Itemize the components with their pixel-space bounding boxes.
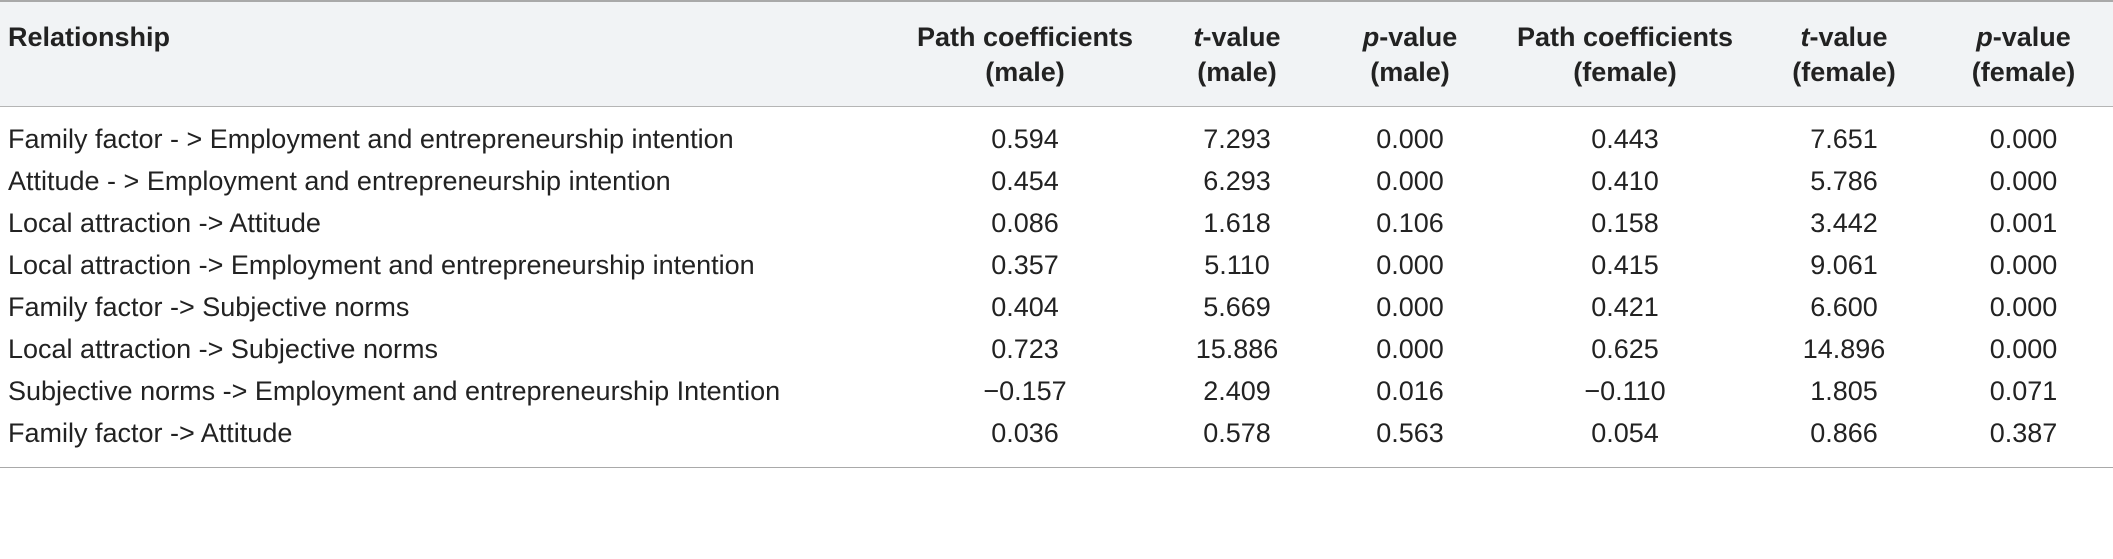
- header-path-coefficients-female: Path coefficients (female): [1496, 0, 1754, 107]
- header-relationship: Relationship: [0, 0, 900, 107]
- cell-p-male: 0.563: [1324, 409, 1496, 468]
- header-t-value-male: t-value (male): [1150, 0, 1324, 107]
- cell-path-male: 0.036: [900, 409, 1150, 468]
- cell-t-female: 6.600: [1810, 292, 1878, 322]
- cell-relationship: Family factor -> Attitude: [0, 409, 900, 468]
- cell-path-male: 0.594: [991, 124, 1059, 154]
- table-row: Family factor -> Attitude 0.036 0.578 0.…: [0, 409, 2113, 468]
- cell-p-male: 0.000: [1376, 124, 1444, 154]
- cell-t-female: 9.061: [1810, 250, 1878, 280]
- cell-p-female: 0.000: [1989, 166, 2058, 196]
- cell-path-female: 0.415: [1591, 250, 1659, 280]
- header-row: Relationship Path coefficients (male) t-…: [0, 0, 2113, 107]
- cell-t-male: 6.293: [1203, 166, 1271, 196]
- header-path-coefficients-male: Path coefficients (male): [900, 0, 1150, 107]
- header-t-value-female: t-value (female): [1754, 0, 1934, 107]
- cell-path-female: 0.443: [1591, 124, 1659, 154]
- cell-t-female: 5.786: [1810, 166, 1878, 196]
- cell-t-male: 5.110: [1204, 250, 1270, 280]
- cell-path-female: 0.421: [1591, 292, 1659, 322]
- cell-p-male: 0.000: [1376, 334, 1444, 364]
- cell-path-female: 0.054: [1496, 409, 1754, 468]
- cell-p-female: 0.387: [1934, 409, 2113, 468]
- table-row: Local attraction -> Attitude 0.086 1.618…: [0, 199, 2113, 241]
- cell-p-female: 0.000: [1989, 250, 2058, 280]
- cell-path-female: 0.158: [1591, 208, 1659, 238]
- cell-path-female: 0.625: [1591, 334, 1659, 364]
- header-p-value-female: p-value (female): [1934, 0, 2113, 107]
- cell-path-male: 0.723: [991, 334, 1059, 364]
- table-row: Local attraction -> Employment and entre…: [0, 241, 2113, 283]
- table-row: Attitude - > Employment and entrepreneur…: [0, 157, 2113, 199]
- cell-p-male: 0.106: [1376, 208, 1444, 238]
- table-row: Local attraction -> Subjective norms 0.7…: [0, 325, 2113, 367]
- cell-relationship: Local attraction -> Subjective norms: [8, 334, 438, 364]
- cell-p-female: 0.001: [1989, 208, 2058, 238]
- cell-relationship: Attitude - > Employment and entrepreneur…: [8, 166, 671, 196]
- cell-p-female: 0.000: [1989, 124, 2058, 154]
- cell-path-female: −0.110: [1584, 376, 1666, 406]
- cell-t-male: 5.669: [1203, 292, 1271, 322]
- path-coefficients-table: Relationship Path coefficients (male) t-…: [0, 0, 2113, 468]
- cell-p-female: 0.071: [1989, 376, 2058, 406]
- cell-p-male: 0.000: [1376, 292, 1444, 322]
- cell-path-male: 0.404: [991, 292, 1059, 322]
- table-row: Subjective norms -> Employment and entre…: [0, 367, 2113, 409]
- cell-t-female: 14.896: [1802, 334, 1886, 364]
- cell-relationship: Local attraction -> Attitude: [8, 208, 321, 238]
- cell-t-male: 1.618: [1203, 208, 1271, 238]
- cell-relationship: Subjective norms -> Employment and entre…: [8, 376, 781, 406]
- cell-p-male: 0.000: [1376, 250, 1444, 280]
- cell-t-male: 2.409: [1203, 376, 1271, 406]
- cell-path-male: 0.086: [991, 208, 1059, 238]
- table-row: Family factor - > Employment and entrepr…: [0, 107, 2113, 158]
- cell-p-male: 0.016: [1376, 376, 1444, 406]
- table-header: Relationship Path coefficients (male) t-…: [0, 0, 2113, 107]
- cell-relationship: Family factor -> Subjective norms: [8, 292, 410, 322]
- cell-p-female: 0.000: [1989, 292, 2058, 322]
- cell-t-female: 3.442: [1810, 208, 1878, 238]
- cell-t-male: 7.293: [1203, 124, 1271, 154]
- cell-p-female: 0.000: [1989, 334, 2058, 364]
- cell-path-male: −0.157: [983, 376, 1067, 406]
- cell-relationship: Family factor - > Employment and entrepr…: [8, 124, 734, 154]
- cell-path-female: 0.410: [1591, 166, 1659, 196]
- cell-path-male: 0.454: [991, 166, 1059, 196]
- cell-t-female: 7.651: [1810, 124, 1878, 154]
- table-row: Family factor -> Subjective norms 0.404 …: [0, 283, 2113, 325]
- cell-t-female: 1.805: [1810, 376, 1878, 406]
- cell-t-male: 0.578: [1150, 409, 1324, 468]
- cell-t-male: 15.886: [1195, 334, 1279, 364]
- cell-path-male: 0.357: [991, 250, 1059, 280]
- cell-t-female: 0.866: [1754, 409, 1934, 468]
- header-p-value-male: p-value (male): [1324, 0, 1496, 107]
- cell-p-male: 0.000: [1376, 166, 1444, 196]
- cell-relationship: Local attraction -> Employment and entre…: [8, 250, 755, 280]
- table-body: Family factor - > Employment and entrepr…: [0, 107, 2113, 468]
